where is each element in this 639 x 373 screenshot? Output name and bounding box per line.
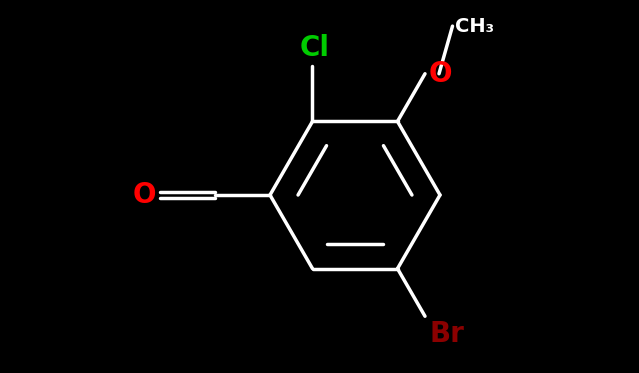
Text: Cl: Cl — [300, 34, 330, 62]
Text: O: O — [132, 181, 156, 209]
Text: CH₃: CH₃ — [456, 17, 495, 36]
Text: Br: Br — [429, 320, 464, 348]
Text: O: O — [429, 60, 452, 88]
